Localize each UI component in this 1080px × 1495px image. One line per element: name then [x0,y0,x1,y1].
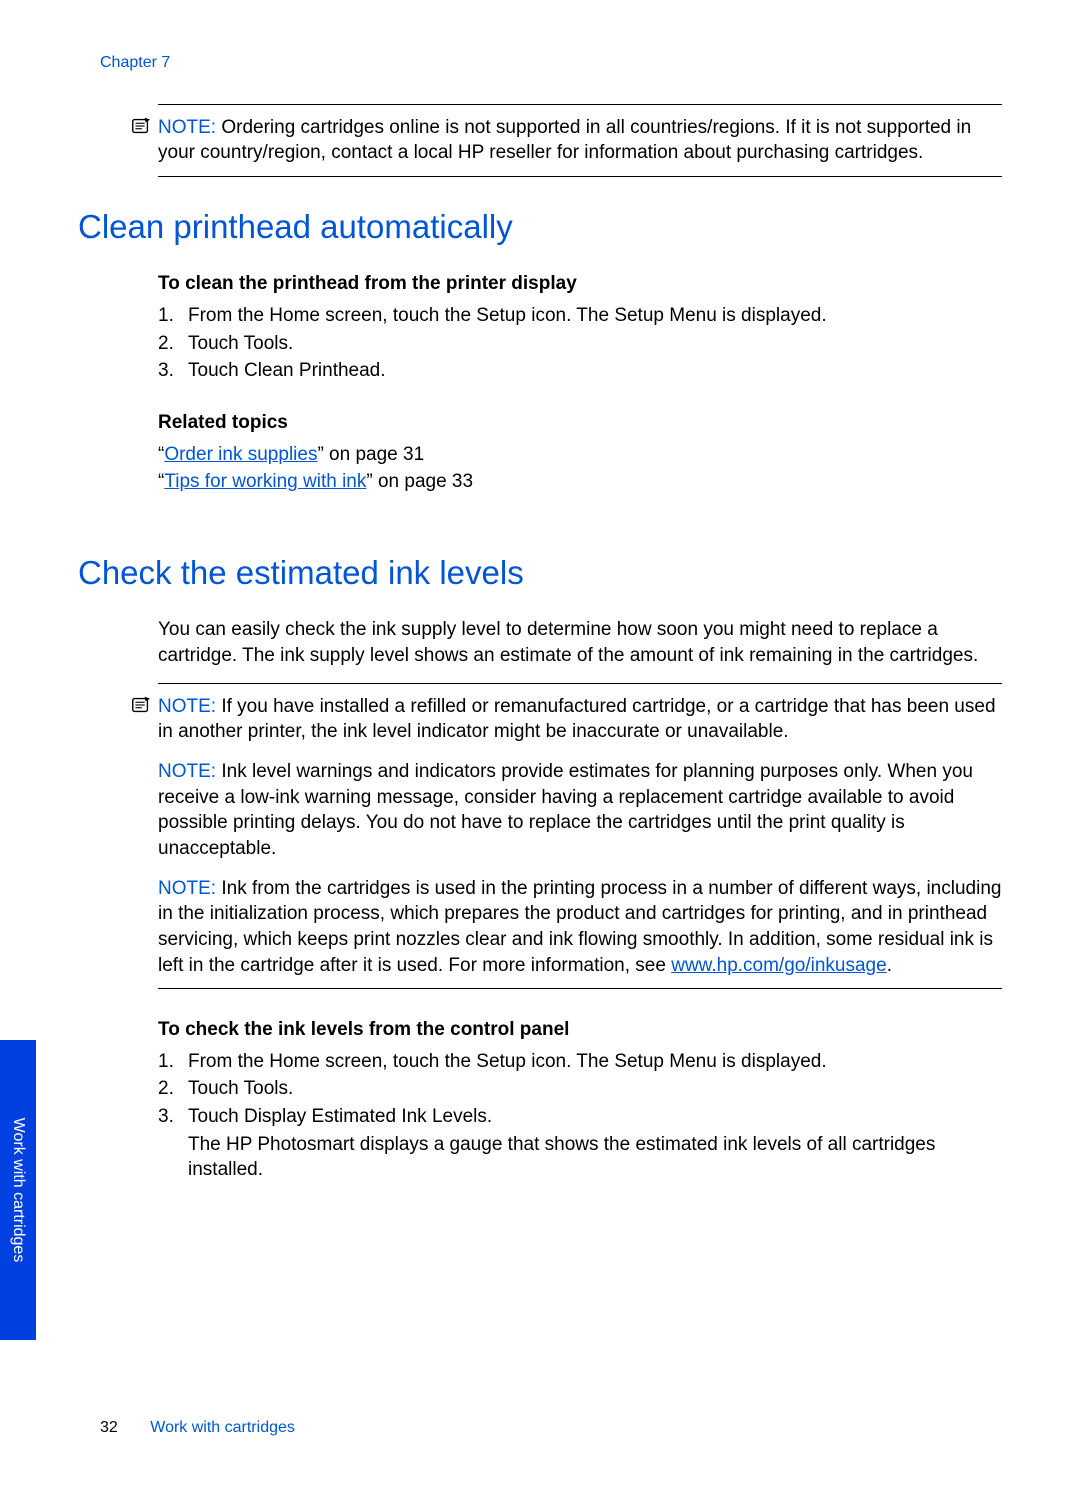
related-line: “Order ink supplies” on page 31 [158,442,1002,468]
side-tab: Work with cartridges [0,1040,36,1340]
note-body: Ink level warnings and indicators provid… [158,761,973,859]
subhead-clean: To clean the printhead from the printer … [158,271,1002,297]
subhead-check-levels: To check the ink levels from the control… [158,1017,1002,1043]
note-icon [130,694,152,716]
note-label: NOTE: [158,696,216,717]
note-label: NOTE: [158,878,216,899]
steps-clean: From the Home screen, touch the Setup ic… [186,303,1002,384]
content-block-1: NOTE: Ordering cartridges online is not … [158,104,1002,177]
step-text: Touch Tools. [188,1078,293,1099]
note-text: NOTE: Ordering cartridges online is not … [158,115,1002,166]
page: Chapter 7 NOTE: Ordering cartridges onli… [0,0,1080,1495]
step-item: Touch Tools. [186,1076,1002,1102]
intro-para: You can easily check the ink supply leve… [158,617,1002,668]
step-item: From the Home screen, touch the Setup ic… [186,303,1002,329]
step-text: From the Home screen, touch the Setup ic… [188,1051,827,1072]
link-tips-working-ink[interactable]: Tips for working with ink [164,471,366,492]
related-line: “Tips for working with ink” on page 33 [158,469,1002,495]
note-label: NOTE: [158,761,216,782]
quote-post: ” on page 31 [317,444,424,465]
note-body-post: . [887,955,892,976]
step-item: Touch Clean Printhead. [186,358,1002,384]
note-body: Ordering cartridges online is not suppor… [158,117,971,164]
steps-check-levels: From the Home screen, touch the Setup ic… [186,1049,1002,1183]
note-text: NOTE: Ink level warnings and indicators … [158,759,1002,862]
related-label: Related topics [158,410,1002,436]
page-footer: 32 Work with cartridges [100,1417,295,1439]
footer-section: Work with cartridges [150,1419,295,1436]
note-label: NOTE: [158,117,216,138]
step-item: Touch Tools. [186,331,1002,357]
quote-post: ” on page 33 [366,471,473,492]
step-item: Touch Display Estimated Ink Levels. The … [186,1104,1002,1183]
step-text: Touch Display Estimated Ink Levels. [188,1106,492,1127]
step-item: From the Home screen, touch the Setup ic… [186,1049,1002,1075]
note-icon [130,115,152,137]
related-topics: Related topics “Order ink supplies” on p… [158,410,1002,495]
section2-body: You can easily check the ink supply leve… [158,617,1002,1183]
link-order-ink-supplies[interactable]: Order ink supplies [164,444,317,465]
note-box-ordering: NOTE: Ordering cartridges online is not … [158,104,1002,177]
heading-clean-printhead: Clean printhead automatically [78,205,1002,250]
link-inkusage[interactable]: www.hp.com/go/inkusage [671,955,886,976]
page-number: 32 [100,1419,118,1436]
step-extra: The HP Photosmart displays a gauge that … [188,1132,1002,1183]
note-text: NOTE: Ink from the cartridges is used in… [158,876,1002,979]
chapter-label: Chapter 7 [100,52,1002,74]
note-box-inklevels: NOTE: If you have installed a refilled o… [158,683,1002,989]
note-text: NOTE: If you have installed a refilled o… [158,694,1002,745]
heading-check-ink-levels: Check the estimated ink levels [78,551,1002,596]
section1-body: To clean the printhead from the printer … [158,271,1002,494]
side-tab-label: Work with cartridges [7,1118,29,1263]
note-body: If you have installed a refilled or rema… [158,696,996,743]
